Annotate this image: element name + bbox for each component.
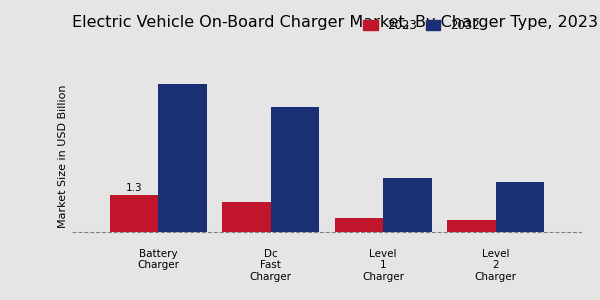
Y-axis label: Market Size in USD Billion: Market Size in USD Billion [58, 84, 68, 228]
Bar [223, 202, 271, 232]
Bar [158, 84, 207, 232]
Bar [383, 178, 431, 232]
Bar [496, 182, 544, 232]
Bar [335, 218, 383, 232]
Bar [447, 220, 496, 232]
Legend: 2023, 2032: 2023, 2032 [359, 14, 484, 37]
Bar [271, 106, 319, 232]
Bar [110, 195, 158, 232]
Text: Electric Vehicle On-Board Charger Market, By Charger Type, 2023 & 2032: Electric Vehicle On-Board Charger Market… [72, 15, 600, 30]
Text: 1.3: 1.3 [126, 183, 143, 193]
